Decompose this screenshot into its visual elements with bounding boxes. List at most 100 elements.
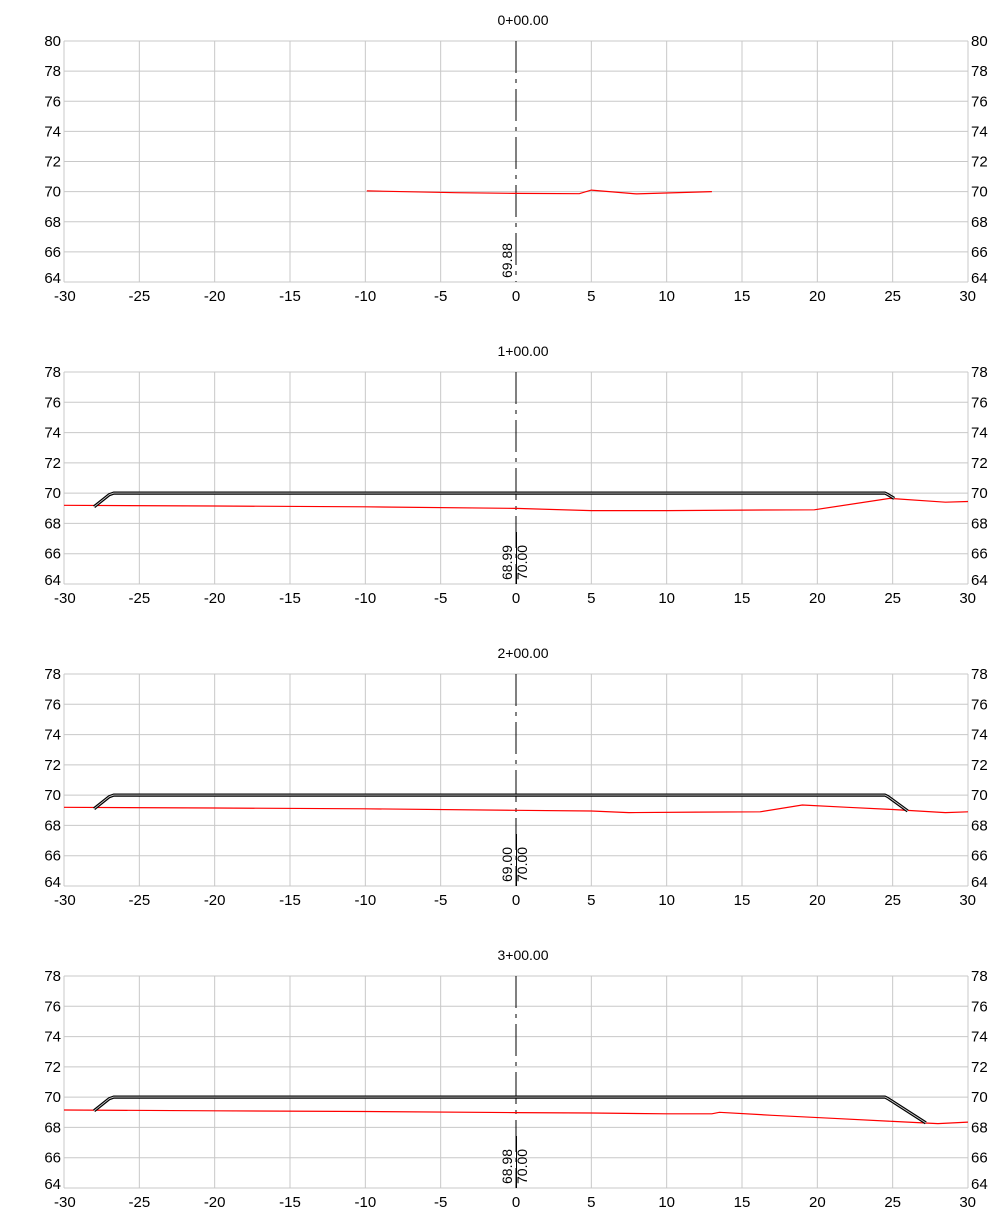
- y-tick-label-right: 68: [971, 214, 988, 231]
- section-title: 2+00.00: [498, 645, 549, 661]
- section-title: 3+00.00: [498, 947, 549, 963]
- y-tick-label-right: 76: [971, 696, 988, 713]
- y-tick-label-left: 70: [44, 787, 61, 804]
- section-title: 0+00.00: [498, 12, 549, 28]
- centerline-elevation-label: 70.00: [514, 1149, 530, 1184]
- y-tick-label-right: 78: [971, 63, 988, 80]
- y-tick-label-left: 74: [44, 1029, 61, 1046]
- y-tick-label-left: 64: [44, 270, 61, 287]
- y-tick-label-left: 64: [44, 1176, 61, 1193]
- x-tick-label: 5: [587, 590, 595, 607]
- y-tick-label-left: 64: [44, 874, 61, 891]
- x-tick-label: 25: [884, 288, 901, 305]
- x-tick-label: 20: [809, 892, 826, 909]
- x-tick-label: -5: [434, 590, 447, 607]
- y-tick-label-right: 72: [971, 1059, 988, 1076]
- x-tick-label: -5: [434, 288, 447, 305]
- x-tick-label: 25: [884, 590, 901, 607]
- x-tick-label: 20: [809, 288, 826, 305]
- y-tick-label-right: 72: [971, 455, 988, 472]
- x-tick-label: -30: [54, 1194, 76, 1211]
- y-tick-label-left: 68: [44, 214, 61, 231]
- y-tick-label-right: 64: [971, 572, 988, 589]
- design-section-highlight: [93, 794, 908, 812]
- x-tick-label: 10: [658, 892, 675, 909]
- x-tick-label: 0: [512, 892, 520, 909]
- x-tick-label: 5: [587, 288, 595, 305]
- x-tick-label: -30: [54, 590, 76, 607]
- y-tick-label-right: 66: [971, 1150, 988, 1167]
- x-tick-label: 0: [512, 590, 520, 607]
- y-tick-label-left: 76: [44, 394, 61, 411]
- x-tick-label: -25: [128, 1194, 150, 1211]
- y-tick-label-right: 64: [971, 874, 988, 891]
- y-tick-label-right: 68: [971, 1119, 988, 1136]
- y-tick-label-left: 70: [44, 485, 61, 502]
- y-tick-label-left: 68: [44, 1119, 61, 1136]
- y-tick-label-left: 72: [44, 757, 61, 774]
- y-tick-label-left: 78: [44, 968, 61, 985]
- y-tick-label-left: 74: [44, 123, 61, 140]
- design-section-highlight: [93, 1096, 927, 1124]
- y-tick-label-left: 68: [44, 515, 61, 532]
- y-tick-label-right: 72: [971, 757, 988, 774]
- x-tick-label: -10: [354, 1194, 376, 1211]
- y-tick-label-left: 70: [44, 1089, 61, 1106]
- y-tick-label-left: 68: [44, 817, 61, 834]
- x-tick-label: 15: [734, 590, 751, 607]
- x-tick-label: 5: [587, 892, 595, 909]
- y-tick-label-right: 74: [971, 1029, 988, 1046]
- design-section-line: [93, 491, 896, 509]
- x-tick-label: -20: [204, 590, 226, 607]
- x-tick-label: 10: [658, 288, 675, 305]
- y-tick-label-right: 70: [971, 485, 988, 502]
- y-tick-label-left: 66: [44, 1150, 61, 1167]
- centerline-elevation-label: 68.99: [499, 545, 515, 580]
- y-tick-label-right: 66: [971, 244, 988, 261]
- y-tick-label-left: 76: [44, 93, 61, 110]
- y-tick-label-left: 76: [44, 998, 61, 1015]
- y-tick-label-left: 80: [44, 33, 61, 50]
- x-tick-label: -10: [354, 892, 376, 909]
- design-section-line: [93, 1095, 927, 1125]
- x-tick-label: 10: [658, 590, 675, 607]
- ground-line: [366, 189, 712, 195]
- x-tick-label: 15: [734, 288, 751, 305]
- y-tick-label-right: 74: [971, 123, 988, 140]
- x-tick-label: -30: [54, 288, 76, 305]
- x-tick-label: 20: [809, 1194, 826, 1211]
- centerline-elevation-label: 69.00: [499, 847, 515, 882]
- x-tick-label: -15: [279, 892, 301, 909]
- x-tick-label: -5: [434, 892, 447, 909]
- x-tick-label: -25: [128, 892, 150, 909]
- centerline-elevation-label: 69.88: [499, 243, 515, 278]
- y-tick-label-right: 76: [971, 394, 988, 411]
- y-tick-label-right: 74: [971, 425, 988, 442]
- y-tick-label-right: 68: [971, 817, 988, 834]
- y-tick-label-right: 80: [971, 33, 988, 50]
- y-tick-label-right: 70: [971, 787, 988, 804]
- x-tick-label: 0: [512, 1194, 520, 1211]
- y-tick-label-left: 74: [44, 425, 61, 442]
- x-tick-label: 15: [734, 1194, 751, 1211]
- y-tick-label-right: 72: [971, 154, 988, 171]
- centerline-elevation-label: 68.98: [499, 1149, 515, 1184]
- y-tick-label-left: 78: [44, 364, 61, 381]
- y-tick-label-left: 70: [44, 184, 61, 201]
- y-tick-label-right: 64: [971, 270, 988, 287]
- y-tick-label-right: 70: [971, 184, 988, 201]
- x-tick-label: -25: [128, 590, 150, 607]
- design-section-highlight: [93, 492, 895, 508]
- x-tick-label: -30: [54, 892, 76, 909]
- x-tick-label: 30: [959, 590, 976, 607]
- y-tick-label-right: 74: [971, 727, 988, 744]
- y-tick-label-left: 72: [44, 154, 61, 171]
- x-tick-label: 25: [884, 1194, 901, 1211]
- y-tick-label-right: 76: [971, 998, 988, 1015]
- x-tick-label: -15: [279, 288, 301, 305]
- x-tick-label: 30: [959, 288, 976, 305]
- y-tick-label-right: 78: [971, 364, 988, 381]
